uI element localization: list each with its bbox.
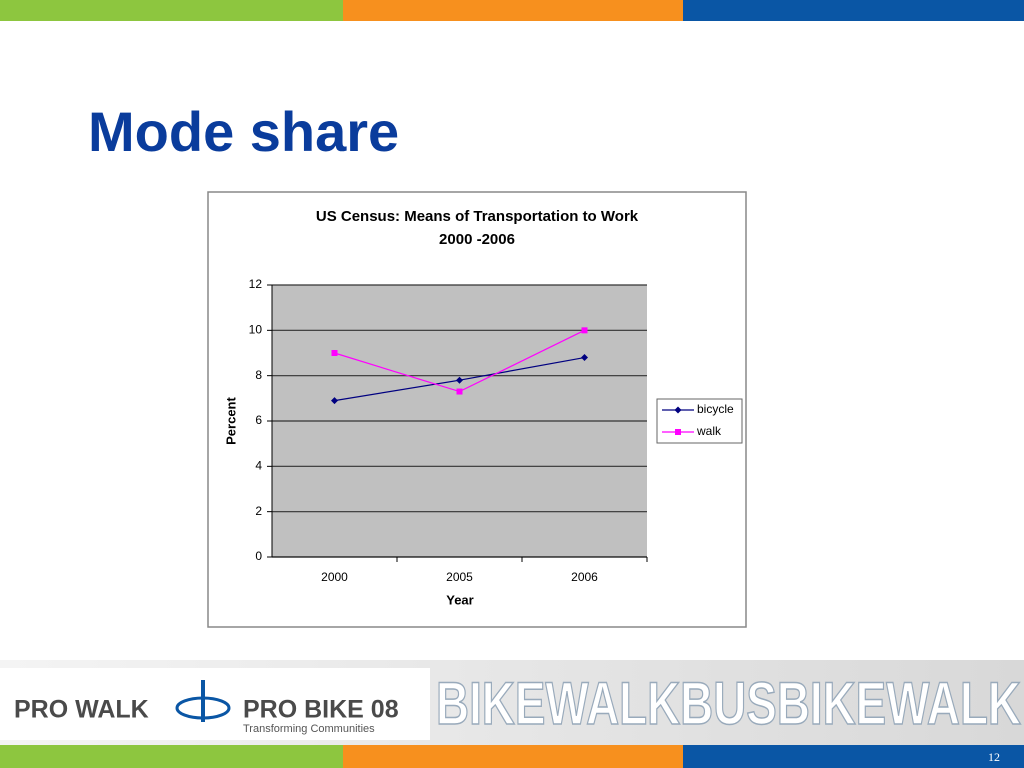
footer-banner: BIKEWALKBUSBIKEWALK bbox=[436, 670, 1021, 737]
legend-label: walk bbox=[696, 424, 722, 438]
marker bbox=[674, 406, 682, 414]
logo-tagline: Transforming Communities bbox=[243, 723, 375, 735]
logo-panel bbox=[0, 668, 430, 740]
y-tick-label: 10 bbox=[249, 323, 263, 337]
y-tick-label: 6 bbox=[255, 413, 262, 427]
marker bbox=[456, 376, 463, 384]
bottom-bar-orange bbox=[343, 745, 683, 768]
y-axis-label: Percent bbox=[223, 396, 238, 444]
legend bbox=[656, 398, 743, 444]
marker bbox=[675, 429, 681, 435]
x-tick-label: 2000 bbox=[321, 570, 348, 584]
page-number: 12 bbox=[988, 750, 1000, 764]
x-tick-label: 2006 bbox=[571, 570, 598, 584]
legend-label: bicycle bbox=[697, 402, 734, 416]
chart-subtitle: 2000 -2006 bbox=[439, 231, 515, 248]
marker bbox=[581, 354, 588, 362]
y-tick-label: 8 bbox=[255, 368, 262, 382]
bottom-bar-blue bbox=[683, 745, 1024, 768]
y-tick-label: 12 bbox=[249, 277, 263, 291]
logo-left: PRO WALK bbox=[14, 696, 149, 724]
chart-title: US Census: Means of Transportation to Wo… bbox=[316, 208, 639, 225]
marker bbox=[331, 350, 338, 356]
top-bar-green bbox=[0, 0, 343, 21]
slide-title: Mode share bbox=[88, 100, 399, 163]
logo-right: PRO BIKE 08 bbox=[243, 696, 399, 724]
marker bbox=[581, 327, 588, 334]
top-bar-blue bbox=[683, 0, 1024, 21]
x-tick-label: 2005 bbox=[446, 570, 473, 584]
y-tick-label: 0 bbox=[255, 549, 262, 563]
y-tick-label: 4 bbox=[255, 459, 262, 473]
x-axis-label: Year bbox=[446, 592, 473, 607]
bottom-bar-green bbox=[0, 745, 343, 768]
chart: US Census: Means of Transportation to Wo… bbox=[207, 191, 747, 628]
top-bar-orange bbox=[343, 0, 683, 21]
y-tick-label: 2 bbox=[255, 504, 262, 518]
marker bbox=[331, 397, 338, 405]
marker bbox=[456, 388, 463, 395]
